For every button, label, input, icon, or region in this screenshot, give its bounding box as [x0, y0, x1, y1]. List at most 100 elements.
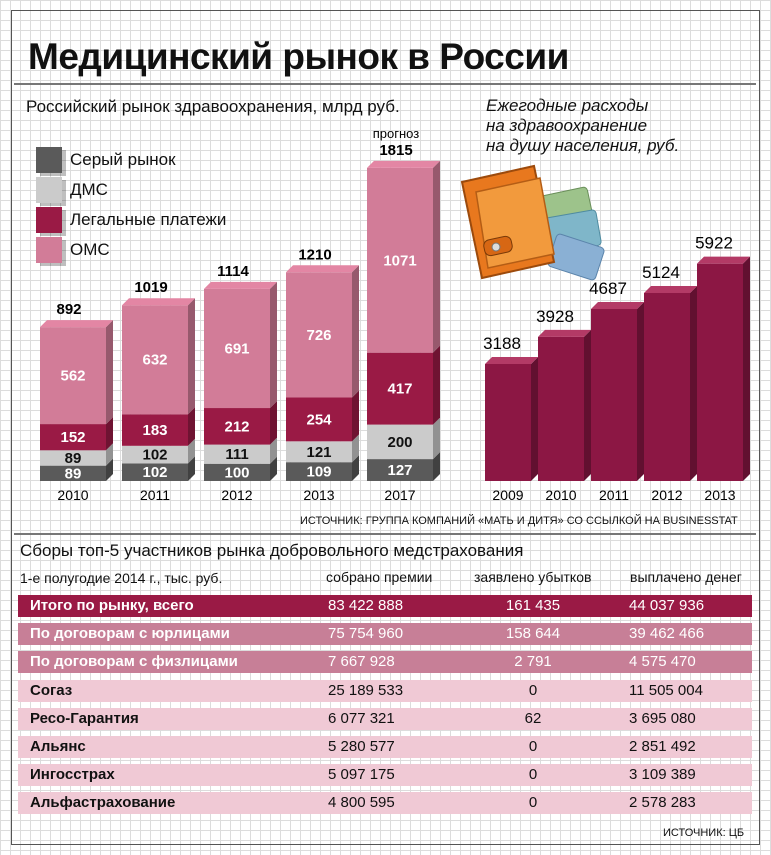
legend-swatch [36, 237, 62, 263]
bar [697, 263, 743, 481]
bar-top-face [286, 265, 359, 273]
bar-value-label: 3928 [536, 307, 574, 326]
bar-top-face [122, 298, 195, 306]
table-row: Альянс 5 280 577 0 2 851 492 [18, 736, 752, 758]
bar-segment-label: 726 [306, 327, 331, 344]
x-tick-label: 2017 [384, 487, 415, 503]
bar-segment-label: 691 [224, 340, 249, 357]
section-divider [14, 533, 756, 535]
bar-segment-label: 562 [60, 368, 85, 385]
legend-label: ОМС [70, 240, 110, 259]
bar-segment [204, 408, 270, 445]
bar-segment [286, 272, 352, 398]
bar-segment-label: 111 [225, 446, 248, 463]
bar-segment-side [106, 320, 113, 425]
paid-cell: 2 851 492 [629, 738, 696, 755]
bar-segment-label: 200 [387, 434, 412, 451]
bar-total-label: 1815 [379, 142, 412, 159]
legend-item: Легальные платежи [36, 205, 226, 235]
table-period: 1-е полугодие 2014 г., тыс. руб. [20, 570, 223, 586]
bar-segment-side [106, 417, 113, 451]
legend-item: ДМС [36, 175, 226, 205]
bar-segment-side [352, 390, 359, 442]
legend-label: Легальные платежи [70, 210, 227, 229]
bar-top-face [367, 160, 440, 168]
bar-segment-label: 89 [65, 450, 82, 467]
legend-item: ОМС [36, 235, 226, 265]
legend-swatch [36, 177, 62, 203]
bar-segment-side [352, 434, 359, 463]
bar-segment-side [352, 265, 359, 398]
row-name: По договорам с физлицами [30, 653, 238, 671]
bar-segment [40, 327, 106, 425]
bar-segment [40, 465, 106, 481]
x-tick-label: 2012 [651, 487, 682, 503]
legend-item: Серый рынок [36, 145, 226, 175]
row-name: Альфастрахование [30, 794, 176, 812]
bar-segment-side [106, 443, 113, 466]
right-subtitle-line: Ежегодные расходы [486, 96, 649, 115]
bar-total-label: 1019 [134, 279, 167, 296]
bar-segment-side [270, 456, 277, 481]
bar-segment [204, 288, 270, 409]
legend-swatch [36, 147, 62, 173]
bar-total-label: 1114 [217, 263, 249, 280]
claims-cell: 62 [524, 709, 542, 727]
legend-label: ДМС [70, 180, 108, 199]
bar [644, 292, 690, 481]
row-name: Согаз [30, 681, 73, 699]
column-header: выплачено денег [630, 569, 742, 585]
premiums-cell: 5 097 175 [328, 766, 395, 784]
paid-cell: 3 695 080 [629, 709, 696, 727]
x-tick-label: 2011 [599, 487, 629, 503]
bar-segment-side [433, 160, 440, 353]
claims-cell: 0 [528, 681, 538, 699]
claims-cell: 0 [528, 766, 538, 784]
infographic-frame [11, 10, 760, 845]
bar-segment-label: 109 [306, 464, 331, 481]
claims-cell: 161 435 [505, 597, 561, 614]
bar-top-face [40, 320, 113, 328]
paid-cell: 39 462 466 [629, 625, 705, 643]
bar-segment-side [188, 456, 195, 481]
row-name: По договорам с юрлицами [30, 625, 230, 643]
bar-segment [122, 414, 188, 446]
bar-segment-side [188, 407, 195, 446]
wallet-icon [460, 164, 556, 280]
table-row: Итого по рынку, всего 83 422 888 161 435 44… [18, 595, 752, 617]
table-row: Согаз 25 189 533 0 11 505 004 [18, 679, 752, 702]
bar-segment-side [188, 438, 195, 464]
title-divider [14, 83, 756, 85]
row-name: Ресо-Гарантия [30, 709, 139, 727]
bar-segment-label: 127 [387, 462, 412, 479]
bar-segment-label: 121 [306, 444, 331, 461]
premiums-cell: 6 077 321 [328, 709, 395, 727]
bar-segment-label: 152 [60, 429, 85, 446]
bar-segment-label: 102 [142, 447, 167, 464]
chart-legend: Серый рынок ДМС Легальные платежи ОМС [36, 145, 226, 265]
bar-top-face [538, 329, 591, 337]
row-name: Ингосстрах [30, 766, 115, 784]
bar-top-face [485, 357, 538, 365]
bar-top-face [644, 285, 697, 293]
paid-cell: 3 109 389 [629, 766, 696, 784]
x-tick-label: 2013 [704, 487, 735, 503]
table-row: Ингосстрах 5 097 175 0 3 109 389 [18, 764, 752, 787]
bar-segment-label: 100 [224, 464, 249, 481]
bar-segment-side [433, 452, 440, 481]
bar-segment-side [106, 458, 113, 481]
x-tick-label: 2010 [545, 487, 576, 503]
bar-top-face [591, 301, 644, 309]
table-row: По договорам с юрлицами 75 754 960 158 644… [18, 623, 752, 646]
bar-segment [367, 459, 433, 481]
bar-segment-label: 102 [142, 464, 167, 481]
bar-segment [122, 463, 188, 481]
table-title: Сборы топ-5 участников рынка добровольно… [20, 541, 524, 560]
bar-top-face [204, 281, 277, 289]
table-row: По договорам с физлицами 7 667 928 2 791 4 … [18, 651, 752, 674]
wallet-cards-illustration [460, 164, 605, 281]
bar-segment-label: 417 [387, 381, 412, 398]
bar-side [584, 329, 591, 481]
bar-segment [367, 352, 433, 425]
